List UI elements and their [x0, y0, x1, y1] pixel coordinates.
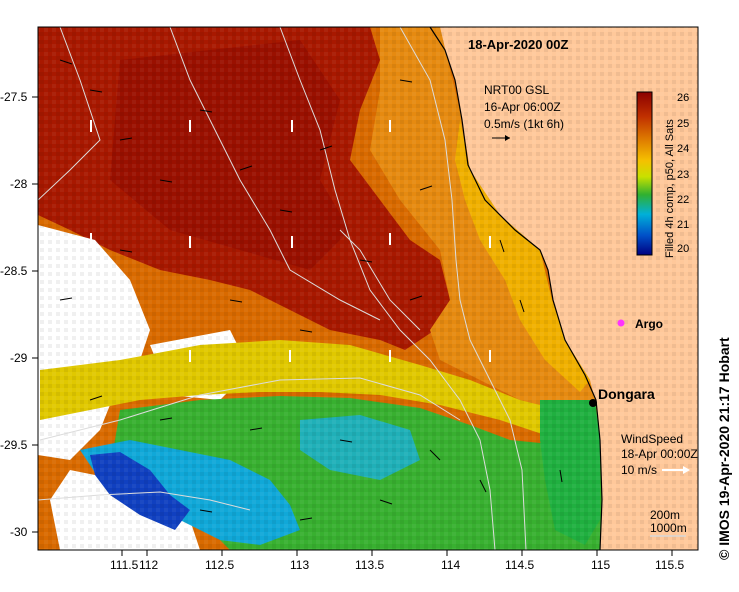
wind-legend-line1: WindSpeed — [621, 432, 684, 446]
colorbar-title: Filled 4h comp, p50, All Sats — [664, 119, 676, 258]
current-legend-line2: 16-Apr 06:00Z — [484, 100, 561, 114]
x-tick-label: 113.5 — [355, 558, 385, 572]
credit-text: © IMOS 19-Apr-2020 21:17 Hobart — [716, 337, 732, 560]
map-title: 18-Apr-2020 00Z — [468, 37, 569, 52]
argo-label: Argo — [635, 317, 663, 331]
colorbar-tick: 25 — [677, 118, 690, 130]
bathymetry-200m — [399, 27, 527, 550]
colorbar-tick: 26 — [677, 92, 690, 104]
x-tick-label: 114 — [441, 558, 461, 572]
axis-ticks — [32, 96, 673, 556]
argo-marker — [617, 319, 625, 327]
contour-legend-200m: 200m — [650, 508, 681, 522]
colorbar-tick: 21 — [677, 219, 690, 231]
y-tick-label: -29 — [10, 351, 28, 365]
dongara-marker — [589, 399, 597, 407]
colorbar-tick: 20 — [677, 243, 690, 255]
colorbar-tick: 24 — [677, 143, 690, 155]
y-tick-label: -28 — [10, 177, 28, 191]
current-legend-line3: 0.5m/s (1kt 6h) — [484, 117, 565, 131]
y-tick-label: -30 — [10, 525, 28, 539]
contour-legend-1000m: 1000m — [650, 521, 687, 535]
sst-field — [38, 27, 698, 550]
colorbar — [636, 91, 653, 256]
y-tick-label: -27.5 — [0, 90, 28, 104]
current-vectors — [59, 59, 563, 521]
wind-legend-line2: 18-Apr 00:00Z — [621, 447, 698, 461]
x-tick-label: 112.5 — [205, 558, 235, 572]
coastline — [429, 26, 603, 551]
colorbar-tick: 23 — [677, 169, 690, 181]
x-tick-label: 115 — [591, 558, 611, 572]
y-tick-label: -29.5 — [0, 438, 28, 452]
y-tick-label: -28.5 — [0, 264, 28, 278]
bathymetry-1000m — [279, 27, 496, 550]
wind-legend-line3: 10 m/s — [621, 463, 658, 477]
dongara-label: Dongara — [598, 386, 655, 402]
current-legend-line1: NRT00 GSL — [484, 83, 550, 97]
x-tick-label: 112 — [139, 558, 159, 572]
x-tick-label: 111.5 — [110, 558, 139, 572]
colorbar-tick: 22 — [677, 194, 690, 206]
x-tick-label: 114.5 — [505, 558, 535, 572]
x-tick-label: 113 — [290, 558, 310, 572]
x-tick-label: 115.5 — [655, 558, 685, 572]
wind-vectors — [90, 120, 491, 362]
